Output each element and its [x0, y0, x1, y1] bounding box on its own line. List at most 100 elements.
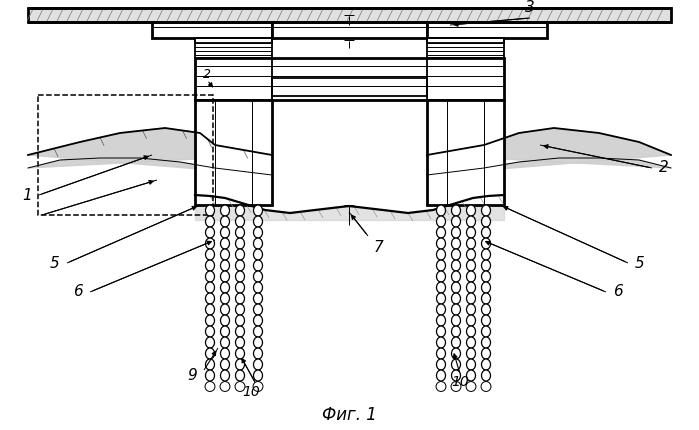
- Ellipse shape: [220, 238, 229, 249]
- Ellipse shape: [452, 337, 461, 348]
- Ellipse shape: [436, 315, 445, 326]
- Text: 5: 5: [50, 255, 60, 270]
- Text: 3: 3: [525, 0, 535, 15]
- Ellipse shape: [220, 348, 229, 359]
- Ellipse shape: [482, 227, 491, 238]
- Circle shape: [220, 381, 230, 391]
- Ellipse shape: [236, 282, 245, 293]
- Ellipse shape: [482, 293, 491, 304]
- Circle shape: [436, 381, 446, 391]
- Ellipse shape: [206, 359, 215, 370]
- Ellipse shape: [236, 227, 245, 238]
- Ellipse shape: [452, 227, 461, 238]
- Ellipse shape: [452, 359, 461, 370]
- Ellipse shape: [236, 238, 245, 249]
- Ellipse shape: [220, 304, 229, 315]
- Ellipse shape: [452, 249, 461, 260]
- Ellipse shape: [466, 260, 475, 271]
- Ellipse shape: [254, 326, 263, 337]
- Ellipse shape: [206, 326, 215, 337]
- Bar: [427, 38, 504, 58]
- Bar: [28, 8, 671, 22]
- Ellipse shape: [452, 304, 461, 315]
- Ellipse shape: [254, 205, 263, 216]
- Ellipse shape: [436, 337, 445, 348]
- Ellipse shape: [220, 216, 229, 227]
- Ellipse shape: [220, 293, 229, 304]
- Ellipse shape: [436, 238, 445, 249]
- Ellipse shape: [482, 370, 491, 381]
- Ellipse shape: [482, 249, 491, 260]
- Ellipse shape: [436, 293, 445, 304]
- Bar: [272, 22, 427, 38]
- Ellipse shape: [466, 359, 475, 370]
- Text: 2: 2: [203, 68, 211, 82]
- Text: 10: 10: [451, 375, 469, 389]
- Ellipse shape: [482, 271, 491, 282]
- Ellipse shape: [482, 260, 491, 271]
- Ellipse shape: [452, 315, 461, 326]
- Ellipse shape: [206, 348, 215, 359]
- Text: 6: 6: [613, 285, 623, 300]
- Ellipse shape: [482, 348, 491, 359]
- Ellipse shape: [220, 205, 229, 216]
- Ellipse shape: [206, 271, 215, 282]
- Ellipse shape: [254, 271, 263, 282]
- Ellipse shape: [206, 227, 215, 238]
- Ellipse shape: [236, 348, 245, 359]
- Ellipse shape: [236, 249, 245, 260]
- Bar: [195, 38, 272, 43]
- Polygon shape: [28, 128, 272, 175]
- Ellipse shape: [466, 238, 475, 249]
- Text: 9: 9: [187, 368, 197, 383]
- Ellipse shape: [236, 216, 245, 227]
- Bar: [427, 22, 547, 38]
- Ellipse shape: [466, 271, 475, 282]
- Ellipse shape: [436, 348, 445, 359]
- Ellipse shape: [452, 282, 461, 293]
- Ellipse shape: [466, 216, 475, 227]
- Ellipse shape: [452, 348, 461, 359]
- Ellipse shape: [236, 370, 245, 381]
- Ellipse shape: [466, 227, 475, 238]
- Ellipse shape: [254, 249, 263, 260]
- Ellipse shape: [436, 227, 445, 238]
- Ellipse shape: [452, 271, 461, 282]
- Ellipse shape: [236, 337, 245, 348]
- Text: 7: 7: [373, 240, 383, 255]
- Bar: [427, 38, 504, 43]
- Ellipse shape: [236, 293, 245, 304]
- Ellipse shape: [452, 293, 461, 304]
- Circle shape: [451, 381, 461, 391]
- Ellipse shape: [236, 260, 245, 271]
- Text: 6: 6: [73, 285, 83, 300]
- Bar: [195, 58, 504, 100]
- Circle shape: [481, 381, 491, 391]
- Ellipse shape: [466, 205, 475, 216]
- Circle shape: [253, 381, 263, 391]
- Ellipse shape: [220, 260, 229, 271]
- Ellipse shape: [236, 359, 245, 370]
- Ellipse shape: [220, 271, 229, 282]
- Ellipse shape: [436, 260, 445, 271]
- Text: 5: 5: [635, 255, 645, 270]
- Ellipse shape: [436, 370, 445, 381]
- Ellipse shape: [254, 337, 263, 348]
- Ellipse shape: [236, 271, 245, 282]
- Ellipse shape: [236, 304, 245, 315]
- Ellipse shape: [206, 238, 215, 249]
- Ellipse shape: [220, 249, 229, 260]
- Ellipse shape: [206, 249, 215, 260]
- Ellipse shape: [466, 304, 475, 315]
- Ellipse shape: [466, 370, 475, 381]
- Ellipse shape: [254, 293, 263, 304]
- Ellipse shape: [254, 315, 263, 326]
- Text: 10: 10: [242, 385, 260, 399]
- Ellipse shape: [206, 304, 215, 315]
- Bar: [195, 100, 272, 205]
- Ellipse shape: [206, 282, 215, 293]
- Ellipse shape: [254, 348, 263, 359]
- Ellipse shape: [466, 348, 475, 359]
- Ellipse shape: [436, 326, 445, 337]
- Ellipse shape: [466, 293, 475, 304]
